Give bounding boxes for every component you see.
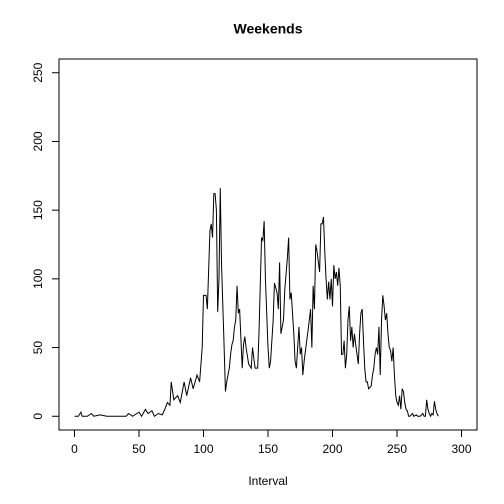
y-tick-label: 100 [31, 269, 45, 289]
x-tick-label: 200 [322, 442, 342, 456]
y-tick-label: 200 [31, 131, 45, 151]
x-tick-label: 300 [452, 442, 472, 456]
x-tick-label: 250 [387, 442, 407, 456]
x-tick-label: 0 [71, 442, 78, 456]
y-tick-label: 250 [31, 62, 45, 82]
chart-title: Weekends [234, 21, 303, 37]
x-axis-label: Interval [248, 474, 287, 488]
plot-box [58, 58, 478, 431]
data-line [74, 188, 439, 418]
y-tick-label: 0 [31, 413, 45, 420]
x-tick-label: 150 [258, 442, 278, 456]
y-tick-label: 50 [31, 341, 45, 355]
x-tick-label: 50 [132, 442, 146, 456]
x-tick-label: 100 [193, 442, 213, 456]
y-tick-label: 150 [31, 200, 45, 220]
